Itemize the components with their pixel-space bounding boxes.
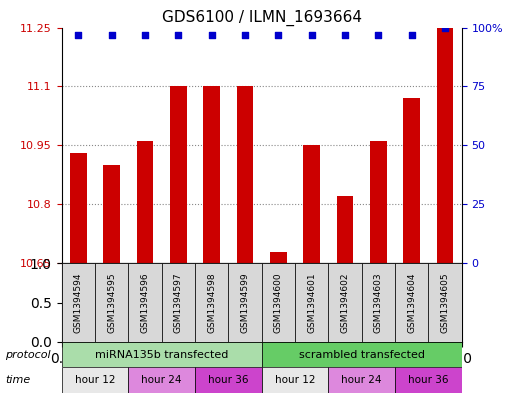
Text: hour 36: hour 36 xyxy=(208,375,248,385)
Bar xyxy=(270,252,287,263)
Bar xyxy=(262,342,462,367)
Text: GSM1394604: GSM1394604 xyxy=(407,272,416,333)
Bar xyxy=(328,367,395,393)
FancyBboxPatch shape xyxy=(362,263,395,342)
Text: protocol: protocol xyxy=(5,350,51,360)
FancyBboxPatch shape xyxy=(162,263,195,342)
Text: GSM1394597: GSM1394597 xyxy=(174,272,183,333)
Bar xyxy=(136,141,153,263)
Text: GSM1394596: GSM1394596 xyxy=(141,272,149,333)
Bar xyxy=(195,367,262,393)
Point xyxy=(74,31,82,38)
Text: GSM1394600: GSM1394600 xyxy=(274,272,283,333)
Point xyxy=(107,31,115,38)
Bar xyxy=(203,86,220,263)
Text: GSM1394603: GSM1394603 xyxy=(374,272,383,333)
Bar xyxy=(128,367,195,393)
FancyBboxPatch shape xyxy=(128,263,162,342)
Text: GSM1394595: GSM1394595 xyxy=(107,272,116,333)
Point xyxy=(207,31,215,38)
FancyBboxPatch shape xyxy=(262,263,295,342)
Bar xyxy=(70,153,87,263)
Bar xyxy=(370,141,387,263)
FancyBboxPatch shape xyxy=(62,263,95,342)
Text: hour 36: hour 36 xyxy=(408,375,448,385)
Bar xyxy=(236,86,253,263)
FancyBboxPatch shape xyxy=(328,263,362,342)
Point xyxy=(141,31,149,38)
Bar xyxy=(62,342,262,367)
Text: scrambled transfected: scrambled transfected xyxy=(299,350,425,360)
Text: GSM1394594: GSM1394594 xyxy=(74,272,83,333)
Title: GDS6100 / ILMN_1693664: GDS6100 / ILMN_1693664 xyxy=(162,10,362,26)
Point xyxy=(241,31,249,38)
Bar xyxy=(403,98,420,263)
FancyBboxPatch shape xyxy=(195,263,228,342)
Text: hour 12: hour 12 xyxy=(75,375,115,385)
Point xyxy=(174,31,182,38)
FancyBboxPatch shape xyxy=(295,263,328,342)
Point xyxy=(374,31,382,38)
Text: GSM1394599: GSM1394599 xyxy=(241,272,249,333)
Text: GSM1394602: GSM1394602 xyxy=(341,272,349,333)
FancyBboxPatch shape xyxy=(228,263,262,342)
Text: time: time xyxy=(5,375,30,385)
FancyBboxPatch shape xyxy=(395,263,428,342)
Text: hour 24: hour 24 xyxy=(342,375,382,385)
Text: miRNA135b transfected: miRNA135b transfected xyxy=(95,350,228,360)
Bar xyxy=(337,196,353,263)
Bar xyxy=(103,165,120,263)
Point xyxy=(307,31,315,38)
Bar xyxy=(395,367,462,393)
Text: hour 24: hour 24 xyxy=(142,375,182,385)
Bar xyxy=(262,367,328,393)
FancyBboxPatch shape xyxy=(95,263,128,342)
Text: hour 12: hour 12 xyxy=(275,375,315,385)
FancyBboxPatch shape xyxy=(428,263,462,342)
Text: GSM1394598: GSM1394598 xyxy=(207,272,216,333)
Text: GSM1394605: GSM1394605 xyxy=(441,272,449,333)
Text: GSM1394601: GSM1394601 xyxy=(307,272,316,333)
Bar xyxy=(437,28,453,263)
Point xyxy=(274,31,282,38)
Point xyxy=(441,24,449,31)
Point xyxy=(341,31,349,38)
Point xyxy=(407,31,416,38)
Bar xyxy=(62,367,128,393)
Bar xyxy=(170,86,187,263)
Bar xyxy=(303,145,320,263)
